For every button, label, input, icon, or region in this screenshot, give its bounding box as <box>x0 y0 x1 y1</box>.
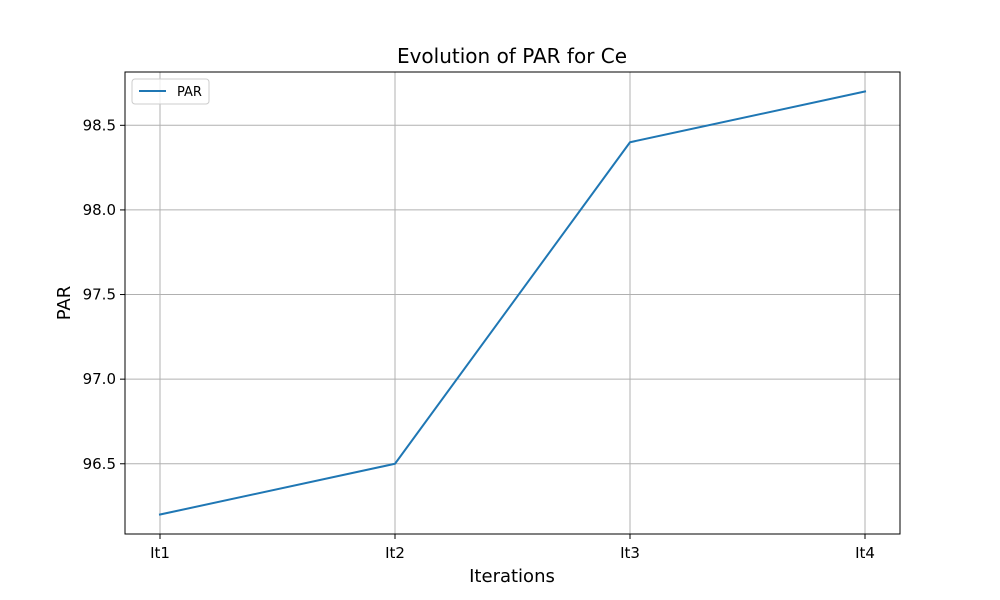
legend-box <box>131 78 210 105</box>
y-tick-label: 96.5 <box>83 455 116 473</box>
series-layer <box>158 90 867 516</box>
y-axis-label: PAR <box>54 286 75 321</box>
y-tick-label: 98.0 <box>83 201 116 219</box>
series-line-par <box>158 90 867 516</box>
x-tick-label: It2 <box>385 544 405 562</box>
y-tick-label: 97.0 <box>83 370 116 388</box>
x-tick-label: It4 <box>855 544 875 562</box>
legend-label-par: PAR <box>177 85 202 100</box>
y-tick-label: 97.5 <box>83 286 116 304</box>
plot-frame <box>124 71 901 535</box>
x-tick-label: It3 <box>620 544 640 562</box>
x-axis-label: Iterations <box>469 566 555 587</box>
chart-title: Evolution of PAR for Ce <box>397 44 627 68</box>
axis-ticks: It1 It2 It3 It4 96.5 97.0 97.5 98.0 98.5 <box>83 116 875 562</box>
legend: PAR <box>131 78 210 105</box>
x-tick-label: It1 <box>150 544 170 562</box>
y-tick-label: 98.5 <box>83 116 116 134</box>
grid <box>125 72 900 534</box>
